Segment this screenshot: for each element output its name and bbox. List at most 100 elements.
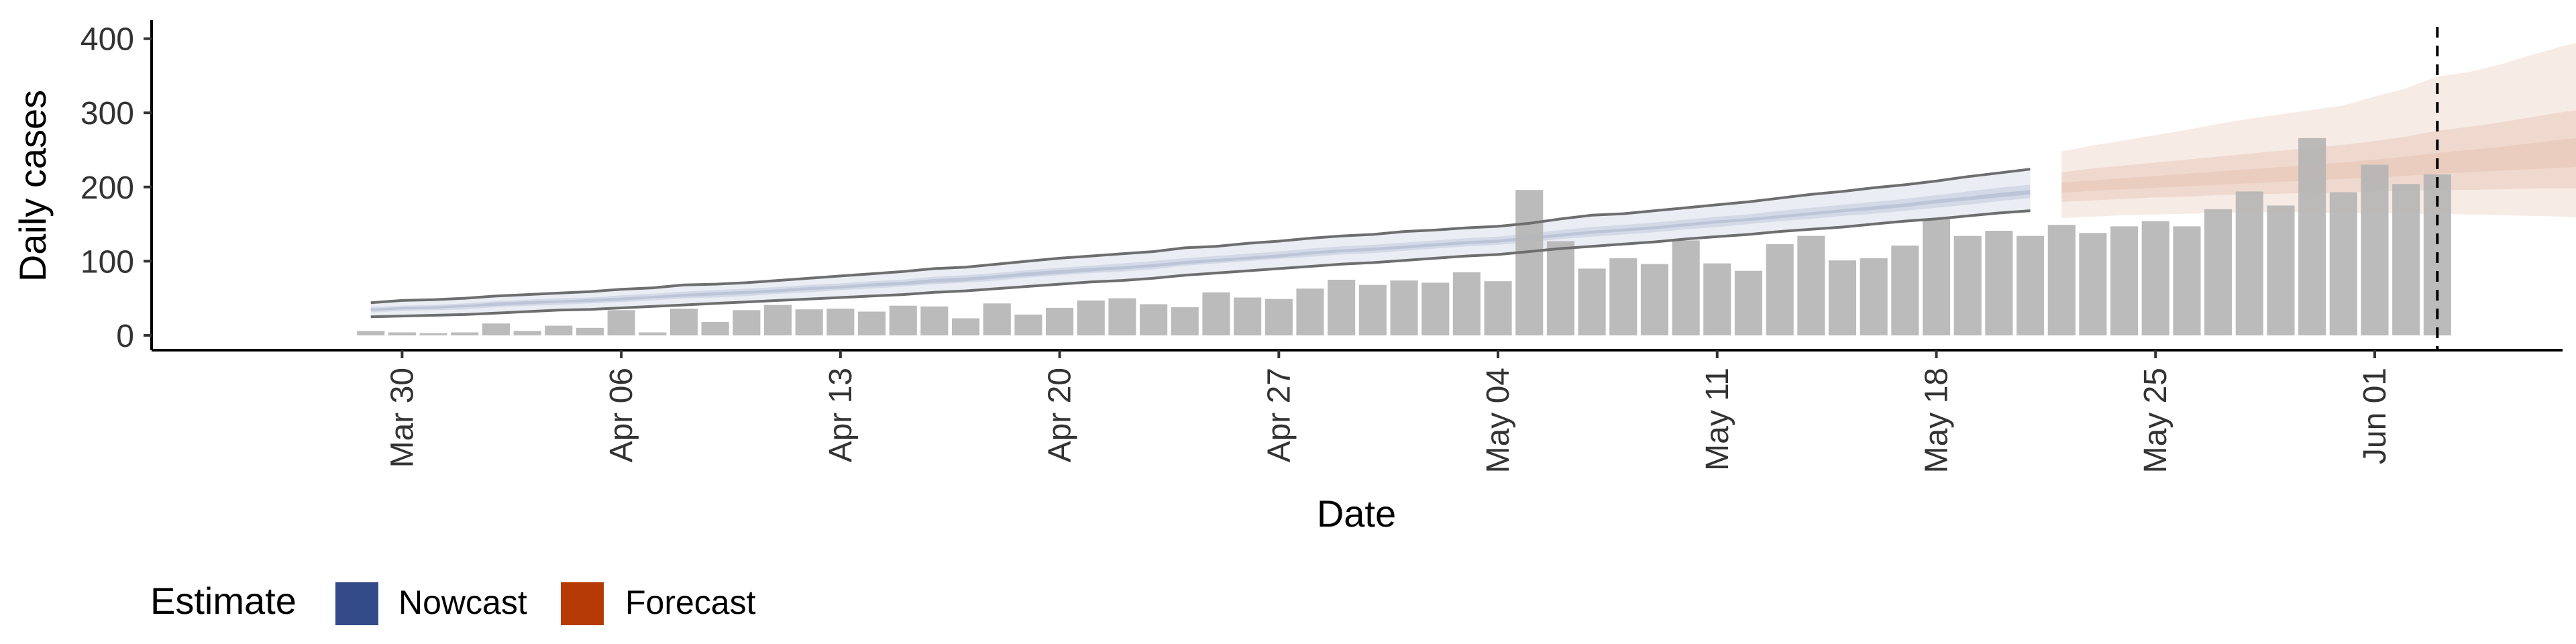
x-tick-label: Jun 01	[2357, 368, 2393, 464]
case-bar	[1640, 264, 1668, 335]
case-bar	[1140, 304, 1168, 335]
case-bar	[2110, 226, 2139, 335]
y-axis-title: Daily cases	[11, 90, 54, 282]
forecast-band-90	[2061, 42, 2576, 219]
nowcast-band-90	[370, 169, 2031, 317]
case-bar	[1014, 314, 1042, 335]
x-tick-label: Apr 27	[1261, 368, 1297, 462]
nowcast-band-50	[370, 184, 2031, 313]
legend: Estimate Nowcast Forecast	[150, 580, 756, 625]
case-bar	[952, 318, 980, 335]
nowcast-upper-line	[370, 168, 2031, 305]
case-bar	[639, 332, 667, 335]
case-bar	[1452, 272, 1481, 335]
y-tick-label: 0	[116, 319, 134, 354]
case-bar	[1358, 284, 1387, 335]
x-axis-ticks: Mar 30 Apr 06 Apr 13 Apr 20 Apr 27 May 04 May …	[384, 350, 2393, 473]
legend-swatch-forecast	[561, 582, 604, 625]
case-bar	[858, 311, 886, 335]
case-bar	[1421, 282, 1450, 335]
case-bar	[1860, 258, 1888, 335]
case-bar	[701, 322, 729, 335]
legend-swatch-nowcast	[335, 582, 378, 625]
case-bar	[1108, 298, 1136, 335]
case-bar	[1390, 280, 1418, 335]
case-bar	[1734, 270, 1762, 335]
case-bar	[1077, 300, 1105, 335]
case-bar	[1046, 308, 1074, 335]
case-bar	[1515, 190, 1544, 335]
case-bar	[1296, 288, 1324, 335]
case-bar	[1703, 263, 1731, 335]
case-bar	[2298, 138, 2326, 335]
legend-label-nowcast: Nowcast	[398, 584, 527, 621]
x-tick-label: May 04	[1481, 368, 1516, 473]
x-tick-label: May 25	[2138, 368, 2174, 473]
reported-cases-bars	[357, 138, 2451, 335]
nowcast-outline	[370, 168, 2031, 319]
case-bar	[1202, 292, 1230, 335]
axes	[150, 20, 2563, 352]
case-bar	[1985, 231, 2013, 335]
case-bar	[1891, 246, 1919, 335]
nowcast-bands	[370, 169, 2031, 317]
case-bar	[1609, 258, 1638, 335]
case-bar	[826, 309, 855, 335]
x-tick-label: May 18	[1919, 368, 1955, 473]
case-bar	[451, 332, 479, 335]
x-tick-label: Mar 30	[384, 368, 420, 468]
x-tick-label: Apr 06	[604, 368, 639, 462]
case-bar	[2173, 226, 2201, 335]
case-bar	[1484, 281, 1512, 335]
case-bar	[357, 331, 385, 335]
y-tick-label: 100	[80, 244, 134, 280]
x-tick-label: Apr 13	[823, 368, 859, 462]
case-bar	[2079, 233, 2107, 335]
case-bar	[1578, 268, 1606, 335]
case-bar	[2267, 205, 2295, 335]
y-axis-ticks: 0 100 200 300 400	[80, 22, 152, 354]
case-bar	[2047, 225, 2076, 335]
case-bar	[920, 306, 949, 335]
x-tick-label: May 11	[1700, 368, 1735, 471]
case-bar	[513, 331, 541, 335]
case-bar	[733, 310, 761, 335]
case-bar	[983, 303, 1011, 335]
case-bar	[1328, 280, 1356, 335]
case-bar	[1828, 260, 1856, 335]
case-bar	[607, 310, 635, 335]
case-bar	[388, 332, 416, 335]
case-bar	[764, 305, 792, 335]
case-bar	[545, 325, 573, 335]
x-tick-label: Apr 20	[1042, 368, 1078, 462]
case-bar	[2017, 235, 2045, 335]
case-bar	[1953, 235, 1982, 335]
case-bar	[2361, 164, 2389, 335]
case-bar	[482, 323, 510, 335]
case-bar	[2329, 192, 2357, 335]
case-bar	[2204, 209, 2233, 335]
case-bar	[1672, 240, 1700, 335]
y-tick-label: 300	[80, 96, 134, 131]
case-bar	[669, 309, 698, 335]
case-bar	[889, 305, 917, 335]
case-bar	[2235, 191, 2263, 335]
case-bar	[1234, 297, 1262, 335]
case-bar	[576, 327, 604, 335]
y-tick-label: 200	[80, 170, 134, 206]
nowcast-lower-line	[370, 209, 2031, 319]
case-bar	[795, 309, 823, 335]
case-bar	[1766, 244, 1794, 335]
case-bar	[1546, 241, 1574, 335]
y-tick-label: 400	[80, 22, 134, 58]
case-bar	[2392, 184, 2420, 335]
case-bar	[1171, 307, 1199, 335]
case-bar	[1265, 299, 1293, 335]
legend-label-forecast: Forecast	[625, 584, 756, 621]
case-bar	[2141, 221, 2169, 335]
case-bar	[419, 333, 447, 335]
legend-title: Estimate	[150, 580, 297, 622]
case-bar	[1923, 219, 1951, 335]
x-axis-title: Date	[1317, 492, 1396, 535]
